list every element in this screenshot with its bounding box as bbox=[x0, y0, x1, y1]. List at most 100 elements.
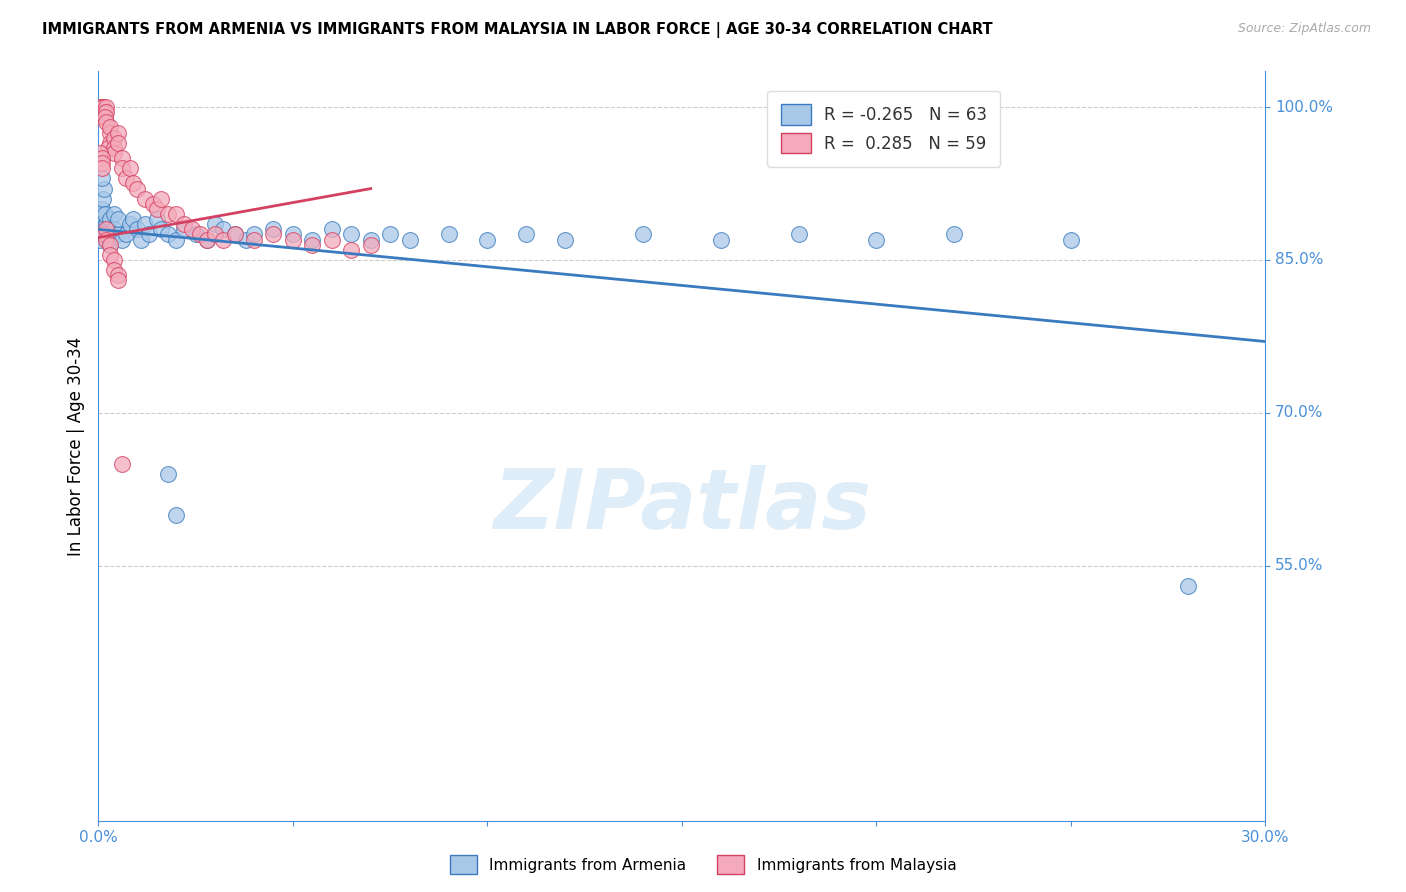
Point bbox=[89, 145, 111, 160]
Point bbox=[118, 161, 141, 176]
Point bbox=[212, 222, 235, 236]
Point bbox=[93, 105, 115, 120]
Point bbox=[321, 233, 343, 247]
Point bbox=[91, 100, 114, 114]
Point bbox=[122, 212, 145, 227]
Point bbox=[98, 237, 121, 252]
Point bbox=[142, 197, 165, 211]
Point bbox=[107, 227, 129, 242]
Point bbox=[91, 171, 114, 186]
Point bbox=[195, 233, 218, 247]
Point bbox=[103, 130, 125, 145]
Point bbox=[146, 212, 169, 227]
Point bbox=[98, 227, 121, 242]
Point bbox=[243, 233, 266, 247]
Text: ZIPatlas: ZIPatlas bbox=[494, 466, 870, 547]
Point bbox=[107, 212, 129, 227]
Point bbox=[157, 467, 180, 481]
Point bbox=[188, 227, 211, 242]
Point bbox=[340, 243, 363, 257]
Point bbox=[107, 126, 129, 140]
Point bbox=[224, 227, 246, 242]
Point bbox=[340, 227, 363, 242]
Point bbox=[98, 212, 121, 227]
Point bbox=[204, 217, 226, 231]
Point bbox=[98, 136, 121, 150]
Point bbox=[93, 181, 115, 195]
Point bbox=[91, 156, 114, 170]
Point bbox=[165, 207, 187, 221]
Point bbox=[281, 233, 304, 247]
Point bbox=[111, 151, 134, 165]
Point bbox=[127, 181, 149, 195]
Point bbox=[865, 233, 887, 247]
Point bbox=[157, 207, 180, 221]
Point bbox=[631, 227, 654, 242]
Point bbox=[118, 217, 141, 231]
Point bbox=[224, 227, 246, 242]
Point bbox=[97, 141, 120, 155]
Point bbox=[165, 233, 187, 247]
Point bbox=[477, 233, 499, 247]
Point bbox=[91, 110, 114, 124]
Point bbox=[710, 233, 733, 247]
Point bbox=[1177, 579, 1199, 593]
Point bbox=[149, 222, 172, 236]
Point bbox=[107, 273, 129, 287]
Legend: Immigrants from Armenia, Immigrants from Malaysia: Immigrants from Armenia, Immigrants from… bbox=[443, 849, 963, 880]
Point bbox=[96, 227, 118, 242]
Text: Source: ZipAtlas.com: Source: ZipAtlas.com bbox=[1237, 22, 1371, 36]
Point bbox=[98, 233, 121, 247]
Point bbox=[146, 202, 169, 216]
Point bbox=[127, 222, 149, 236]
Point bbox=[103, 141, 125, 155]
Point bbox=[787, 227, 810, 242]
Point bbox=[195, 233, 218, 247]
Point bbox=[98, 248, 121, 262]
Point bbox=[122, 177, 145, 191]
Point bbox=[91, 227, 114, 242]
Point bbox=[321, 222, 343, 236]
Point bbox=[96, 222, 118, 236]
Point bbox=[93, 222, 115, 236]
Point bbox=[97, 222, 120, 236]
Point bbox=[98, 120, 121, 135]
Point bbox=[138, 227, 160, 242]
Point bbox=[204, 227, 226, 242]
Point bbox=[173, 217, 195, 231]
Point bbox=[515, 227, 537, 242]
Point bbox=[103, 222, 125, 236]
Point bbox=[90, 100, 112, 114]
Point bbox=[134, 217, 156, 231]
Legend: R = -0.265   N = 63, R =  0.285   N = 59: R = -0.265 N = 63, R = 0.285 N = 59 bbox=[768, 91, 1000, 167]
Point bbox=[94, 110, 117, 124]
Point bbox=[94, 207, 117, 221]
Point bbox=[301, 233, 323, 247]
Point bbox=[98, 237, 121, 252]
Point bbox=[114, 227, 136, 242]
Point bbox=[1060, 233, 1083, 247]
Point bbox=[149, 192, 172, 206]
Point bbox=[93, 227, 115, 242]
Point bbox=[89, 233, 111, 247]
Text: IMMIGRANTS FROM ARMENIA VS IMMIGRANTS FROM MALAYSIA IN LABOR FORCE | AGE 30-34 C: IMMIGRANTS FROM ARMENIA VS IMMIGRANTS FR… bbox=[42, 22, 993, 38]
Point bbox=[398, 233, 420, 247]
Point bbox=[437, 227, 460, 242]
Y-axis label: In Labor Force | Age 30-34: In Labor Force | Age 30-34 bbox=[66, 336, 84, 556]
Point bbox=[103, 252, 125, 267]
Point bbox=[129, 233, 152, 247]
Point bbox=[281, 227, 304, 242]
Point bbox=[180, 222, 202, 236]
Point bbox=[90, 202, 112, 216]
Point bbox=[107, 136, 129, 150]
Point bbox=[111, 457, 134, 471]
Point bbox=[91, 151, 114, 165]
Point bbox=[173, 222, 195, 236]
Point bbox=[91, 100, 114, 114]
Point bbox=[98, 126, 121, 140]
Point bbox=[91, 161, 114, 176]
Point bbox=[111, 233, 134, 247]
Point bbox=[111, 161, 134, 176]
Point bbox=[96, 105, 118, 120]
Point bbox=[262, 227, 284, 242]
